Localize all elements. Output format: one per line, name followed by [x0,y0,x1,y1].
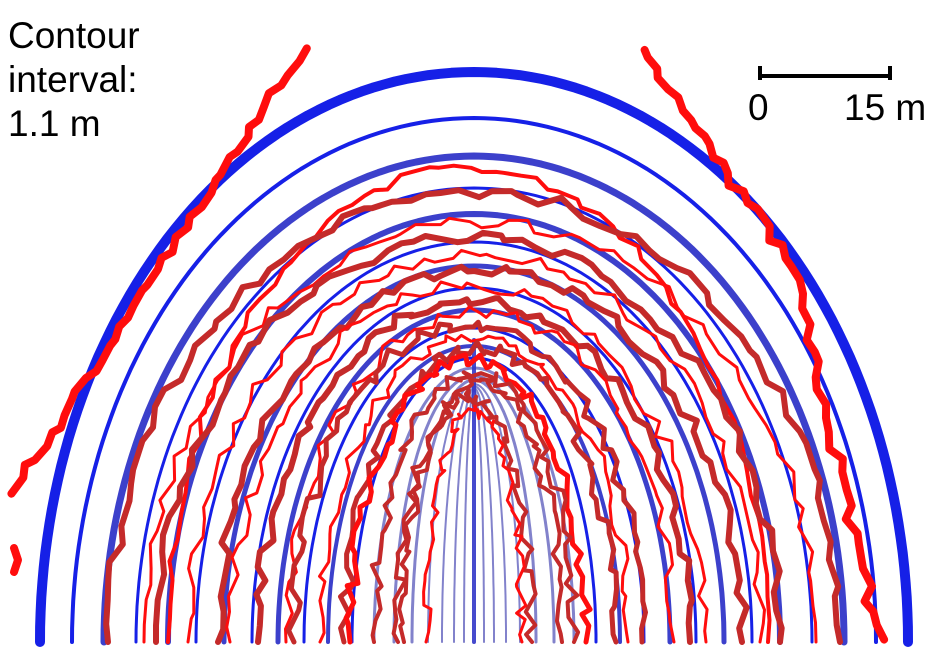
scale-bar-end-label: 15 m [844,87,927,128]
observed-contour-line [186,248,766,644]
observed-contour-fragment [10,544,22,576]
contour-interval-line-1: Contour [8,15,140,56]
observed-contour-line [284,305,676,644]
scale-bar: 0 15 m [748,62,948,132]
observed-contour-outer-right [640,45,889,644]
observed-contour-line [215,263,750,645]
observed-contour-line [142,216,818,644]
observed-contour-line [397,388,538,644]
model-contour-line [250,286,698,644]
observed-contour-line [286,319,648,645]
model-contour-line [35,67,913,647]
observed-contour-line [253,295,695,645]
observed-contour-line [369,370,581,644]
model-contour-line [100,152,848,646]
observed-contour-line [318,333,630,644]
contour-interval-line-3: 1.1 m [8,103,101,144]
observed-contour-line [225,280,709,644]
observed-contour-line [338,339,619,645]
observed-contour-line [103,187,843,645]
observed-contour-line [422,404,528,644]
scale-bar-left-tick [758,66,762,80]
scale-bar-line [760,74,890,78]
contour-interval-label: Contour interval: 1.1 m [8,14,140,146]
observed-contour-line [391,377,564,644]
scale-bar-right-tick [888,66,892,80]
model-contour-line [134,186,814,644]
model-contour-line [70,116,878,644]
observed-contour-outer-left [7,44,311,498]
scale-bar-start-label: 0 [748,87,769,128]
contour-interval-line-2: interval: [8,59,138,100]
observed-contour-line [153,229,785,645]
model-contour-line [221,263,727,645]
